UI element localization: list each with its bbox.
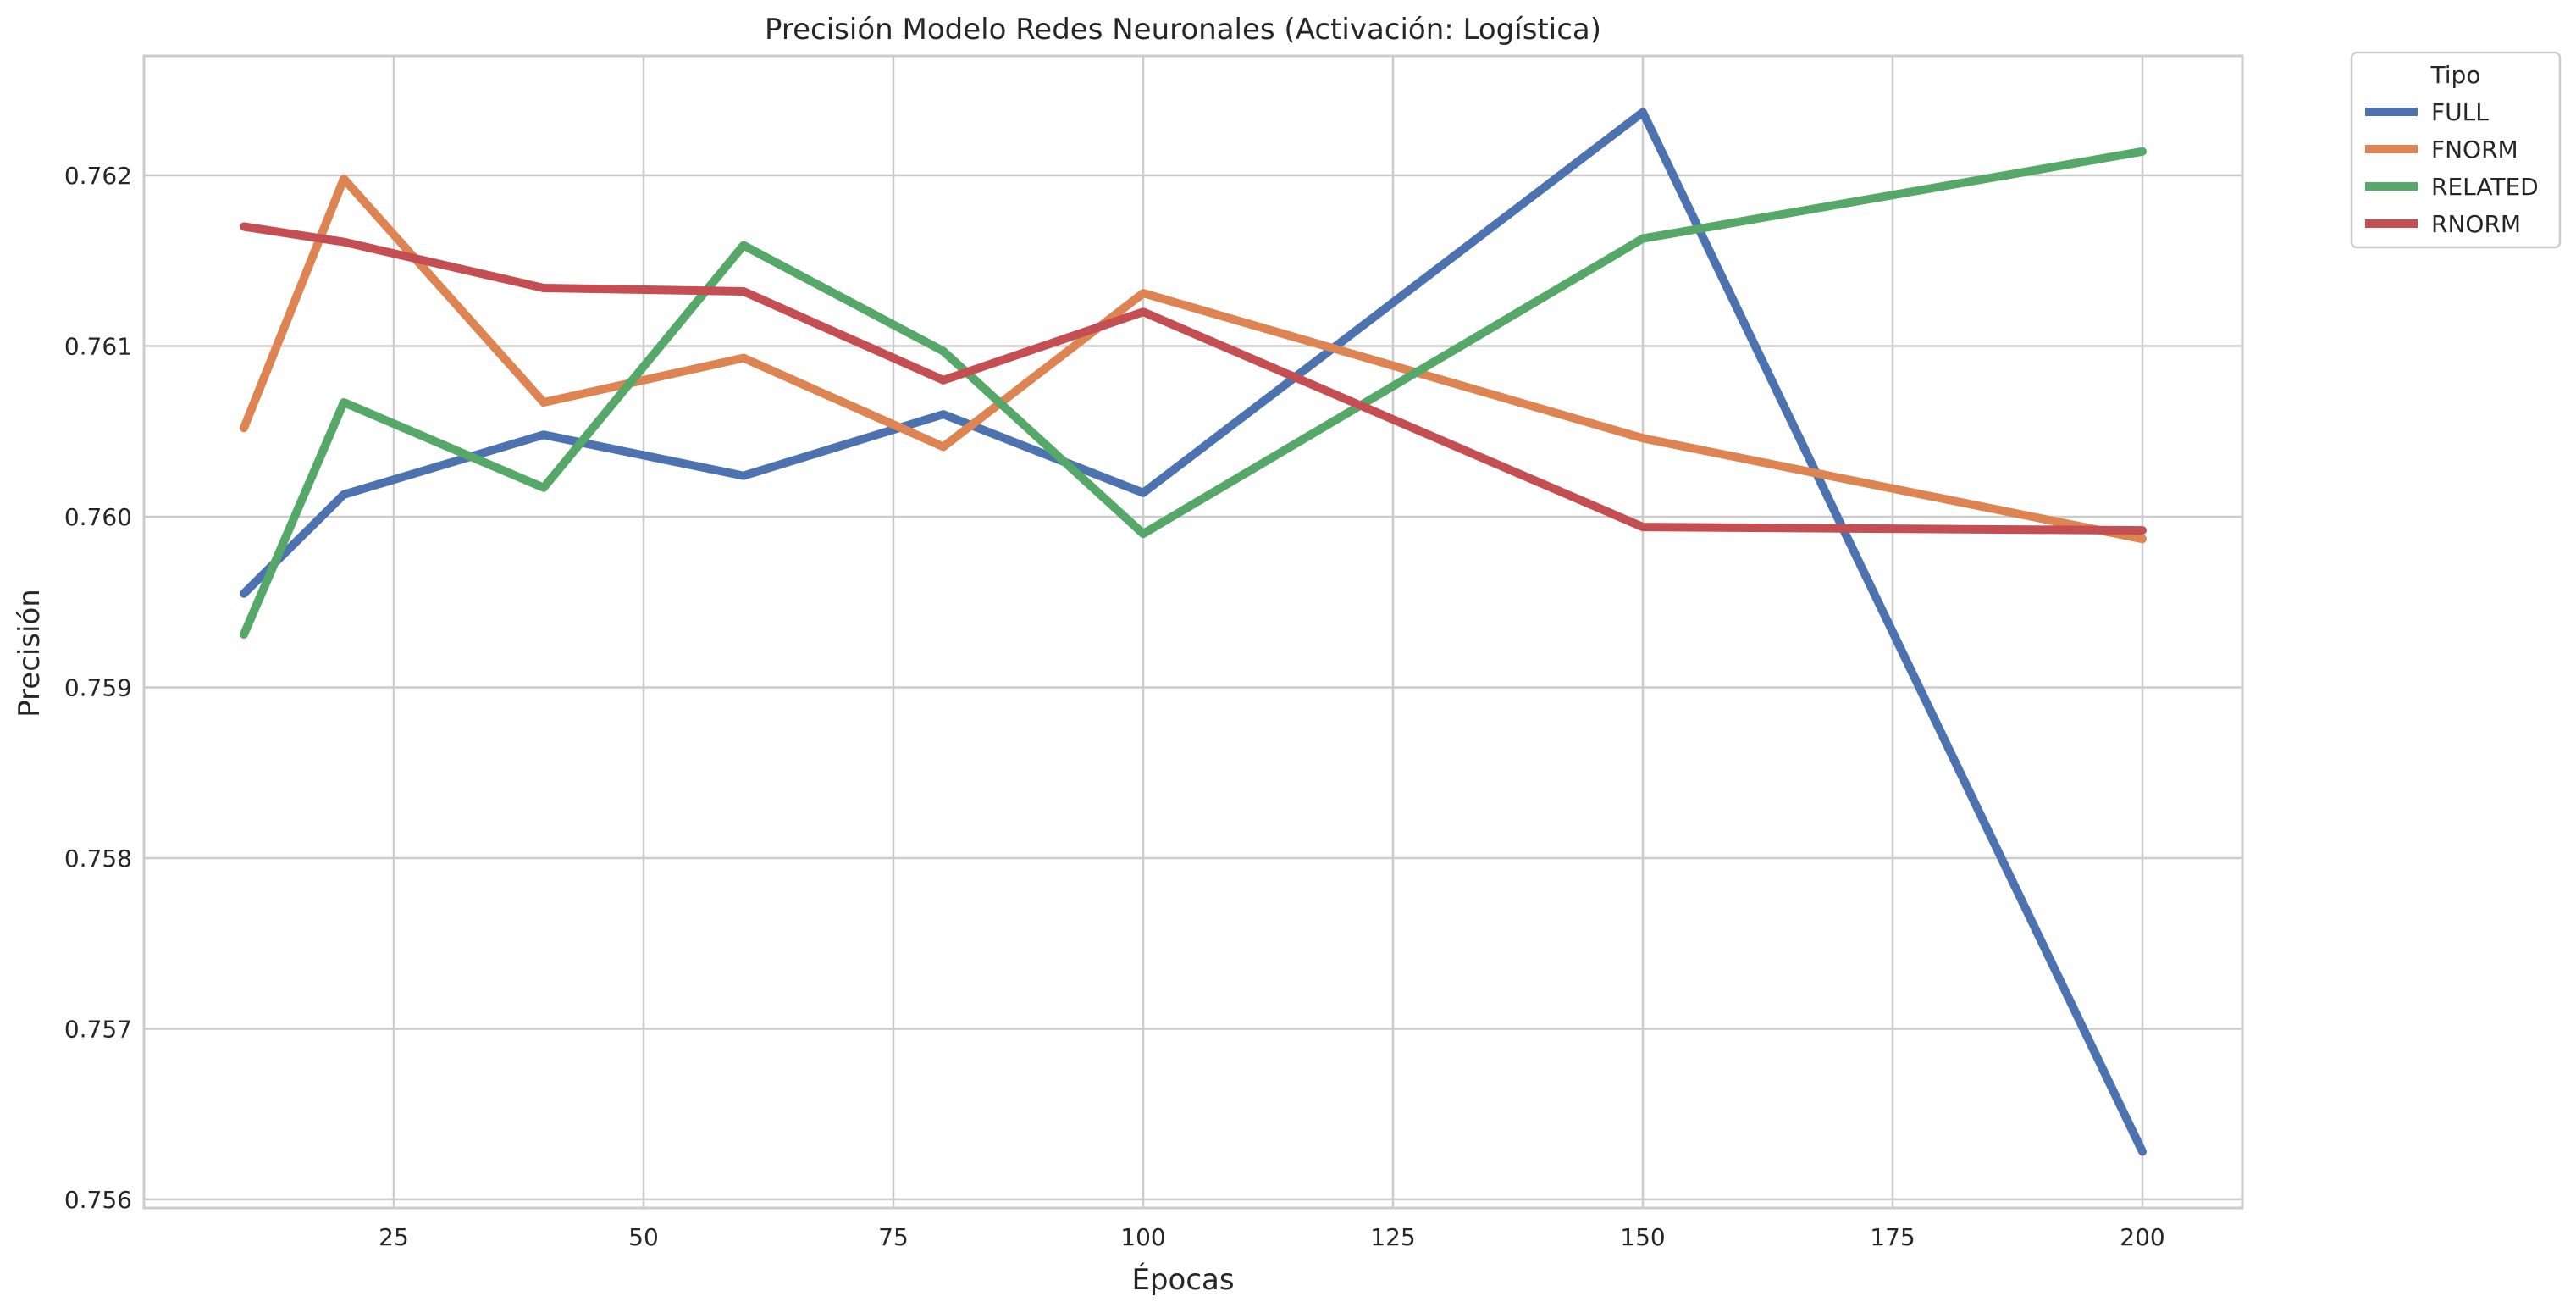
y-axis-label: Precisión xyxy=(13,589,47,717)
y-tick-label: 0.757 xyxy=(64,1015,132,1043)
series-line-rnorm xyxy=(240,222,2147,535)
x-tick-label: 75 xyxy=(878,1223,909,1251)
legend-label-rnorm: RNORM xyxy=(2431,210,2521,238)
chart-title: Precisión Modelo Redes Neuronales (Activ… xyxy=(765,13,1601,47)
y-tick-label: 0.758 xyxy=(64,845,132,873)
x-tick-label: 50 xyxy=(628,1223,659,1251)
y-tick-label: 0.760 xyxy=(64,503,132,531)
x-tick-label: 25 xyxy=(379,1223,409,1251)
x-tick-label: 200 xyxy=(2120,1223,2164,1251)
tick-labels: 25 50 75 100 125 150 175 200 0.756 0.757 0.758 0.75… xyxy=(64,162,2165,1251)
series-line-related xyxy=(240,147,2147,639)
legend-box xyxy=(2350,51,2562,249)
y-tick-label: 0.762 xyxy=(64,162,132,190)
plot-frame xyxy=(142,54,2244,1210)
legend: Tipo FULL FNORM RELATED RNORM xyxy=(2350,51,2562,249)
x-tick-label: 175 xyxy=(1870,1223,1915,1251)
series-line-fnorm xyxy=(240,175,2147,544)
legend-label-full: FULL xyxy=(2431,98,2489,126)
x-tick-label: 125 xyxy=(1370,1223,1415,1251)
legend-title: Tipo xyxy=(2430,61,2481,89)
y-tick-label: 0.759 xyxy=(64,673,132,701)
legend-items: FULL FNORM RELATED RNORM xyxy=(2365,98,2539,238)
series-lines xyxy=(240,108,2147,1156)
x-tick-label: 150 xyxy=(1620,1223,1665,1251)
x-axis-label: Épocas xyxy=(1131,1262,1234,1297)
series-line-full xyxy=(240,108,2147,1156)
x-tick-label: 100 xyxy=(1120,1223,1165,1251)
legend-label-fnorm: FNORM xyxy=(2431,136,2518,163)
legend-label-related: RELATED xyxy=(2431,173,2539,201)
grid xyxy=(144,56,2242,1208)
y-tick-label: 0.756 xyxy=(64,1186,132,1214)
y-tick-label: 0.761 xyxy=(64,333,132,361)
